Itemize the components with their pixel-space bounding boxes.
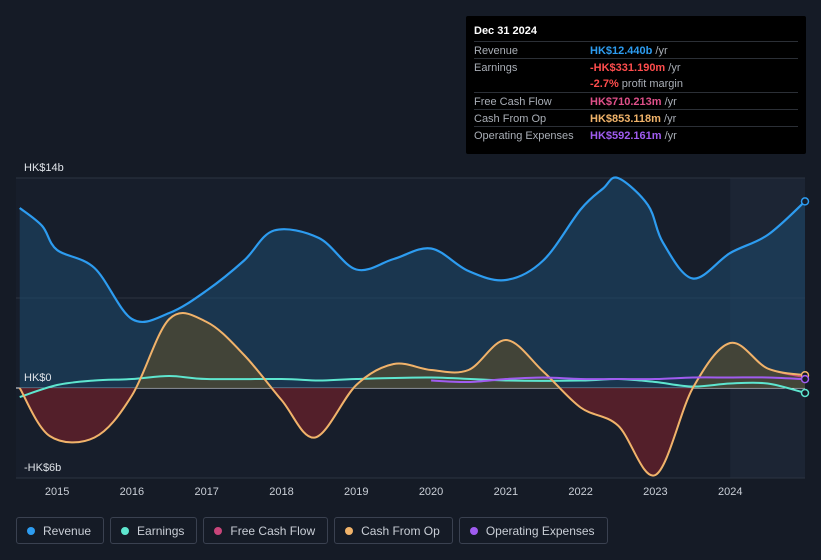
tooltip-row-operating-expenses: Operating Expenses HK$592.161m /yr: [474, 126, 798, 144]
legend-label: Cash From Op: [361, 523, 440, 538]
tooltip-row-free-cash-flow: Free Cash Flow HK$710.213m /yr: [474, 92, 798, 110]
y-tick-label: HK$0: [24, 372, 52, 384]
x-tick-label: 2023: [643, 486, 667, 498]
tooltip-date: Dec 31 2024: [474, 25, 537, 37]
tooltip-value: HK$12.440b /yr: [590, 45, 668, 57]
tooltip-label: Cash From Op: [474, 113, 547, 125]
tooltip-label: Free Cash Flow: [474, 96, 552, 108]
legend-label: Earnings: [137, 523, 185, 538]
tooltip-value: HK$710.213m /yr: [590, 96, 677, 108]
tooltip-value: -2.7% profit margin: [590, 78, 683, 90]
operating-expenses-endpoint: [800, 374, 810, 384]
legend-label: Revenue: [43, 523, 92, 538]
legend-item-revenue[interactable]: Revenue: [16, 517, 105, 544]
operating-expenses-dot-icon: [469, 526, 478, 535]
legend-label: Operating Expenses: [485, 523, 595, 538]
revenue-endpoint: [800, 197, 810, 206]
earnings-endpoint: [800, 388, 810, 398]
free-cash-flow-dot-icon: [214, 526, 223, 535]
x-tick-label: 2018: [269, 486, 293, 498]
legend-item-free-cash-flow[interactable]: Free Cash Flow: [203, 517, 329, 544]
tooltip-row-cash-from-op: Cash From Op HK$853.118m /yr: [474, 109, 798, 127]
cash-from-op-line: [18, 312, 806, 477]
x-tick-label: 2020: [419, 486, 443, 498]
tooltip-row-earnings: Earnings -HK$331.190m /yr: [474, 58, 798, 76]
tooltip-row-revenue: Revenue HK$12.440b /yr: [474, 41, 798, 59]
x-tick-label: 2019: [344, 486, 368, 498]
x-tick-label: 2015: [45, 486, 69, 498]
legend-label: Free Cash Flow: [230, 523, 316, 538]
operating-expenses-line: [431, 376, 806, 384]
x-tick-label: 2016: [120, 486, 144, 498]
legend: Revenue Earnings Free Cash Flow Cash Fro…: [16, 517, 608, 546]
revenue-line: [19, 176, 806, 324]
tooltip-row-profit-margin: -2.7% profit margin: [474, 75, 798, 92]
legend-item-cash-from-op[interactable]: Cash From Op: [334, 517, 453, 544]
x-tick-label: 2024: [718, 486, 742, 498]
tooltip-value: HK$853.118m /yr: [590, 113, 677, 125]
legend-item-earnings[interactable]: Earnings: [110, 517, 198, 544]
y-tick-label: -HK$6b: [24, 462, 61, 474]
cash-flow-positive-area: [19, 313, 805, 388]
x-tick-label: 2022: [568, 486, 592, 498]
tooltip: Dec 31 2024 Revenue HK$12.440b /yr Earni…: [466, 16, 806, 154]
revenue-dot-icon: [27, 526, 35, 535]
earnings-dot-icon: [121, 526, 130, 535]
legend-item-operating-expenses[interactable]: Operating Expenses: [458, 517, 608, 544]
tooltip-label: Revenue: [474, 45, 519, 57]
cash-flow-negative-area: [19, 388, 805, 476]
x-tick-label: 2017: [194, 486, 218, 498]
x-tick-label: 2021: [494, 486, 518, 498]
cash-from-op-dot-icon: [345, 526, 354, 535]
tooltip-label: Earnings: [474, 62, 518, 74]
y-tick-label: HK$14b: [24, 162, 64, 174]
tooltip-label: Operating Expenses: [474, 130, 574, 142]
tooltip-value: -HK$331.190m /yr: [590, 62, 681, 74]
tooltip-value: HK$592.161m /yr: [590, 130, 677, 142]
